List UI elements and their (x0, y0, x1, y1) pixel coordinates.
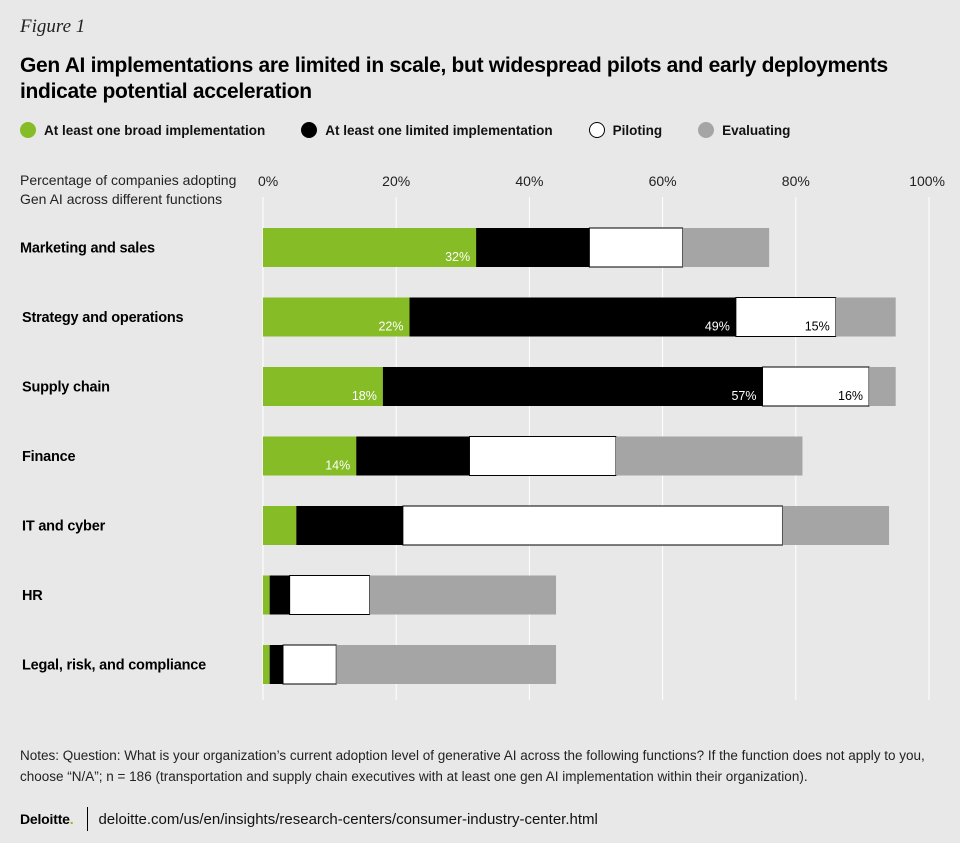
chart-title: Gen AI implementations are limited in sc… (20, 54, 888, 103)
legend: At least one broad implementation At lea… (20, 121, 826, 139)
legend-item-broad: At least one broad implementation (20, 122, 265, 138)
legend-label-piloting: Piloting (612, 122, 663, 138)
bar-segment-limited (269, 645, 283, 684)
source-url: deloitte.com/us/en/insights/research-cen… (98, 810, 598, 828)
footer: Deloitte. deloitte.com/us/en/insights/re… (20, 806, 598, 832)
category-label: Legal, risk, and compliance (22, 658, 206, 674)
legend-swatch-limited (301, 122, 318, 138)
bar-segment-broad (263, 506, 297, 545)
bar-segment-evaluating (615, 436, 803, 476)
category-label: Finance (22, 449, 76, 465)
data-label: 16% (838, 389, 863, 403)
bar-segment-evaluating (835, 297, 896, 337)
data-label: 49% (705, 320, 730, 334)
legend-item-piloting: Piloting (588, 122, 663, 138)
bar-segment-broad (263, 575, 270, 615)
category-label: Supply chain (22, 380, 110, 396)
bar-segment-limited (296, 506, 403, 545)
bar-segment-limited (356, 436, 470, 476)
x-tick-label: 100% (909, 173, 945, 189)
legend-swatch-piloting (588, 122, 605, 138)
data-label: 32% (445, 250, 470, 264)
data-label: 22% (378, 320, 403, 334)
chart-subtitle: Percentage of companies adopting Gen AI … (20, 172, 237, 207)
bar-segment-piloting (402, 505, 783, 546)
stacked-bar-chart: 0% 20% 40% 60% 80% 100% Marketing and sales 32%… (20, 173, 945, 700)
bar-segment-limited (382, 367, 763, 406)
bar-segment-broad (263, 297, 410, 337)
bar-segment-broad (263, 367, 383, 406)
footer-divider (87, 807, 89, 831)
data-label: 14% (325, 459, 350, 473)
bar-segment-evaluating (336, 645, 557, 684)
figure-label: Figure 1 (20, 16, 86, 37)
legend-label-evaluating: Evaluating (722, 122, 791, 138)
x-tick-label: 40% (515, 173, 543, 189)
bar-segment-evaluating (682, 228, 770, 267)
bar-segment-broad (263, 436, 357, 476)
brand-name: Deloitte (20, 811, 70, 827)
bar-segment-piloting (735, 297, 837, 337)
data-label: 57% (731, 389, 756, 403)
bar-segment-broad (263, 645, 270, 684)
bar-segment-piloting (289, 575, 371, 615)
bar-segment-limited (269, 575, 290, 615)
brand-dot: . (69, 811, 74, 827)
bar-segment-piloting (282, 644, 337, 685)
deloitte-logo: Deloitte. (20, 811, 74, 827)
data-label: 15% (805, 320, 830, 334)
legend-swatch-broad (20, 122, 36, 138)
category-label: IT and cyber (22, 519, 106, 535)
category-label: Strategy and operations (22, 310, 184, 326)
bar-segment-piloting (468, 436, 617, 476)
legend-item-limited: At least one limited implementation (301, 122, 553, 138)
bar-segment-limited (476, 228, 590, 267)
bar-segment-evaluating (869, 367, 896, 406)
bar-segment-evaluating (782, 506, 890, 545)
bar-segment-limited (409, 297, 736, 337)
x-tick-label: 20% (382, 173, 410, 189)
legend-swatch-evaluating (698, 122, 715, 138)
x-tick-label: 0% (258, 173, 278, 189)
chart-notes: Notes: Question: What is your organizati… (20, 748, 925, 784)
bar-segment-evaluating (369, 575, 557, 615)
bar-segment-piloting (588, 227, 684, 268)
x-tick-label: 80% (782, 173, 810, 189)
x-tick-label: 60% (649, 173, 677, 189)
legend-item-evaluating: Evaluating (698, 122, 790, 138)
category-label: Marketing and sales (20, 241, 155, 257)
legend-label-broad: At least one broad implementation (44, 122, 266, 138)
category-label: HR (22, 588, 43, 604)
legend-label-limited: At least one limited implementation (325, 122, 553, 138)
bar-segment-broad (263, 228, 477, 267)
data-label: 18% (352, 389, 377, 403)
